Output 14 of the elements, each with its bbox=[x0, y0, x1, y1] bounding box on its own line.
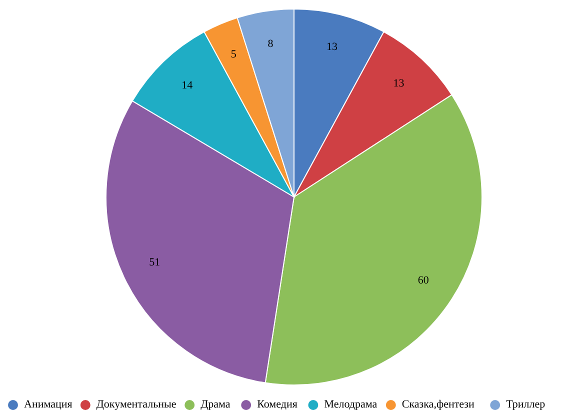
data-label: 51 bbox=[149, 256, 160, 268]
data-label: 13 bbox=[326, 41, 338, 54]
data-label: 13 bbox=[393, 77, 405, 90]
legend-label: Документальные bbox=[96, 398, 176, 411]
legend-label: Сказка,фентези bbox=[402, 398, 475, 411]
legend-label: Триллер bbox=[506, 398, 546, 411]
data-label: 5 bbox=[230, 48, 237, 61]
legend-label: Комедия bbox=[257, 398, 298, 411]
legend-label: Анимация bbox=[24, 398, 72, 411]
data-label: 14 bbox=[182, 79, 194, 92]
legend-label: Драма bbox=[200, 398, 230, 411]
data-label: 8 bbox=[268, 38, 274, 50]
data-label: 60 bbox=[418, 274, 430, 286]
legend-label: Мелодрама bbox=[324, 398, 378, 411]
